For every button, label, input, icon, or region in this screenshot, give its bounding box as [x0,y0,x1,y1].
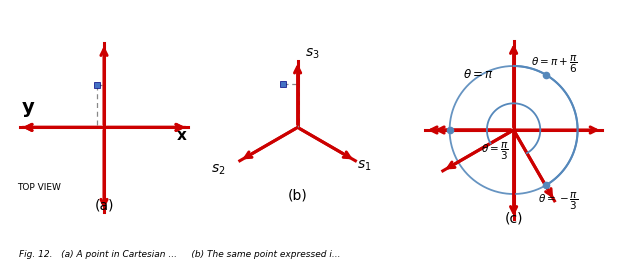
Text: (a): (a) [94,199,114,213]
Text: $s_3$: $s_3$ [305,47,320,61]
Text: y: y [22,98,35,117]
Text: $s_1$: $s_1$ [356,158,371,173]
Text: x: x [177,128,187,143]
Text: TOP VIEW: TOP VIEW [17,183,61,192]
Text: $\theta = \dfrac{\pi}{3}$: $\theta = \dfrac{\pi}{3}$ [481,141,509,162]
Text: $\theta = \pi$: $\theta = \pi$ [463,68,494,81]
Text: $\theta = \pi + \dfrac{\pi}{6}$: $\theta = \pi + \dfrac{\pi}{6}$ [531,54,578,75]
Text: $\theta = -\dfrac{\pi}{3}$: $\theta = -\dfrac{\pi}{3}$ [538,190,579,212]
Text: (b): (b) [288,189,307,203]
Text: Fig. 12.   (a) A point in Cartesian ...     (b) The same point expressed i...: Fig. 12. (a) A point in Cartesian ... (b… [19,250,340,259]
Text: (c): (c) [504,211,523,225]
Text: $s_2$: $s_2$ [211,163,225,177]
